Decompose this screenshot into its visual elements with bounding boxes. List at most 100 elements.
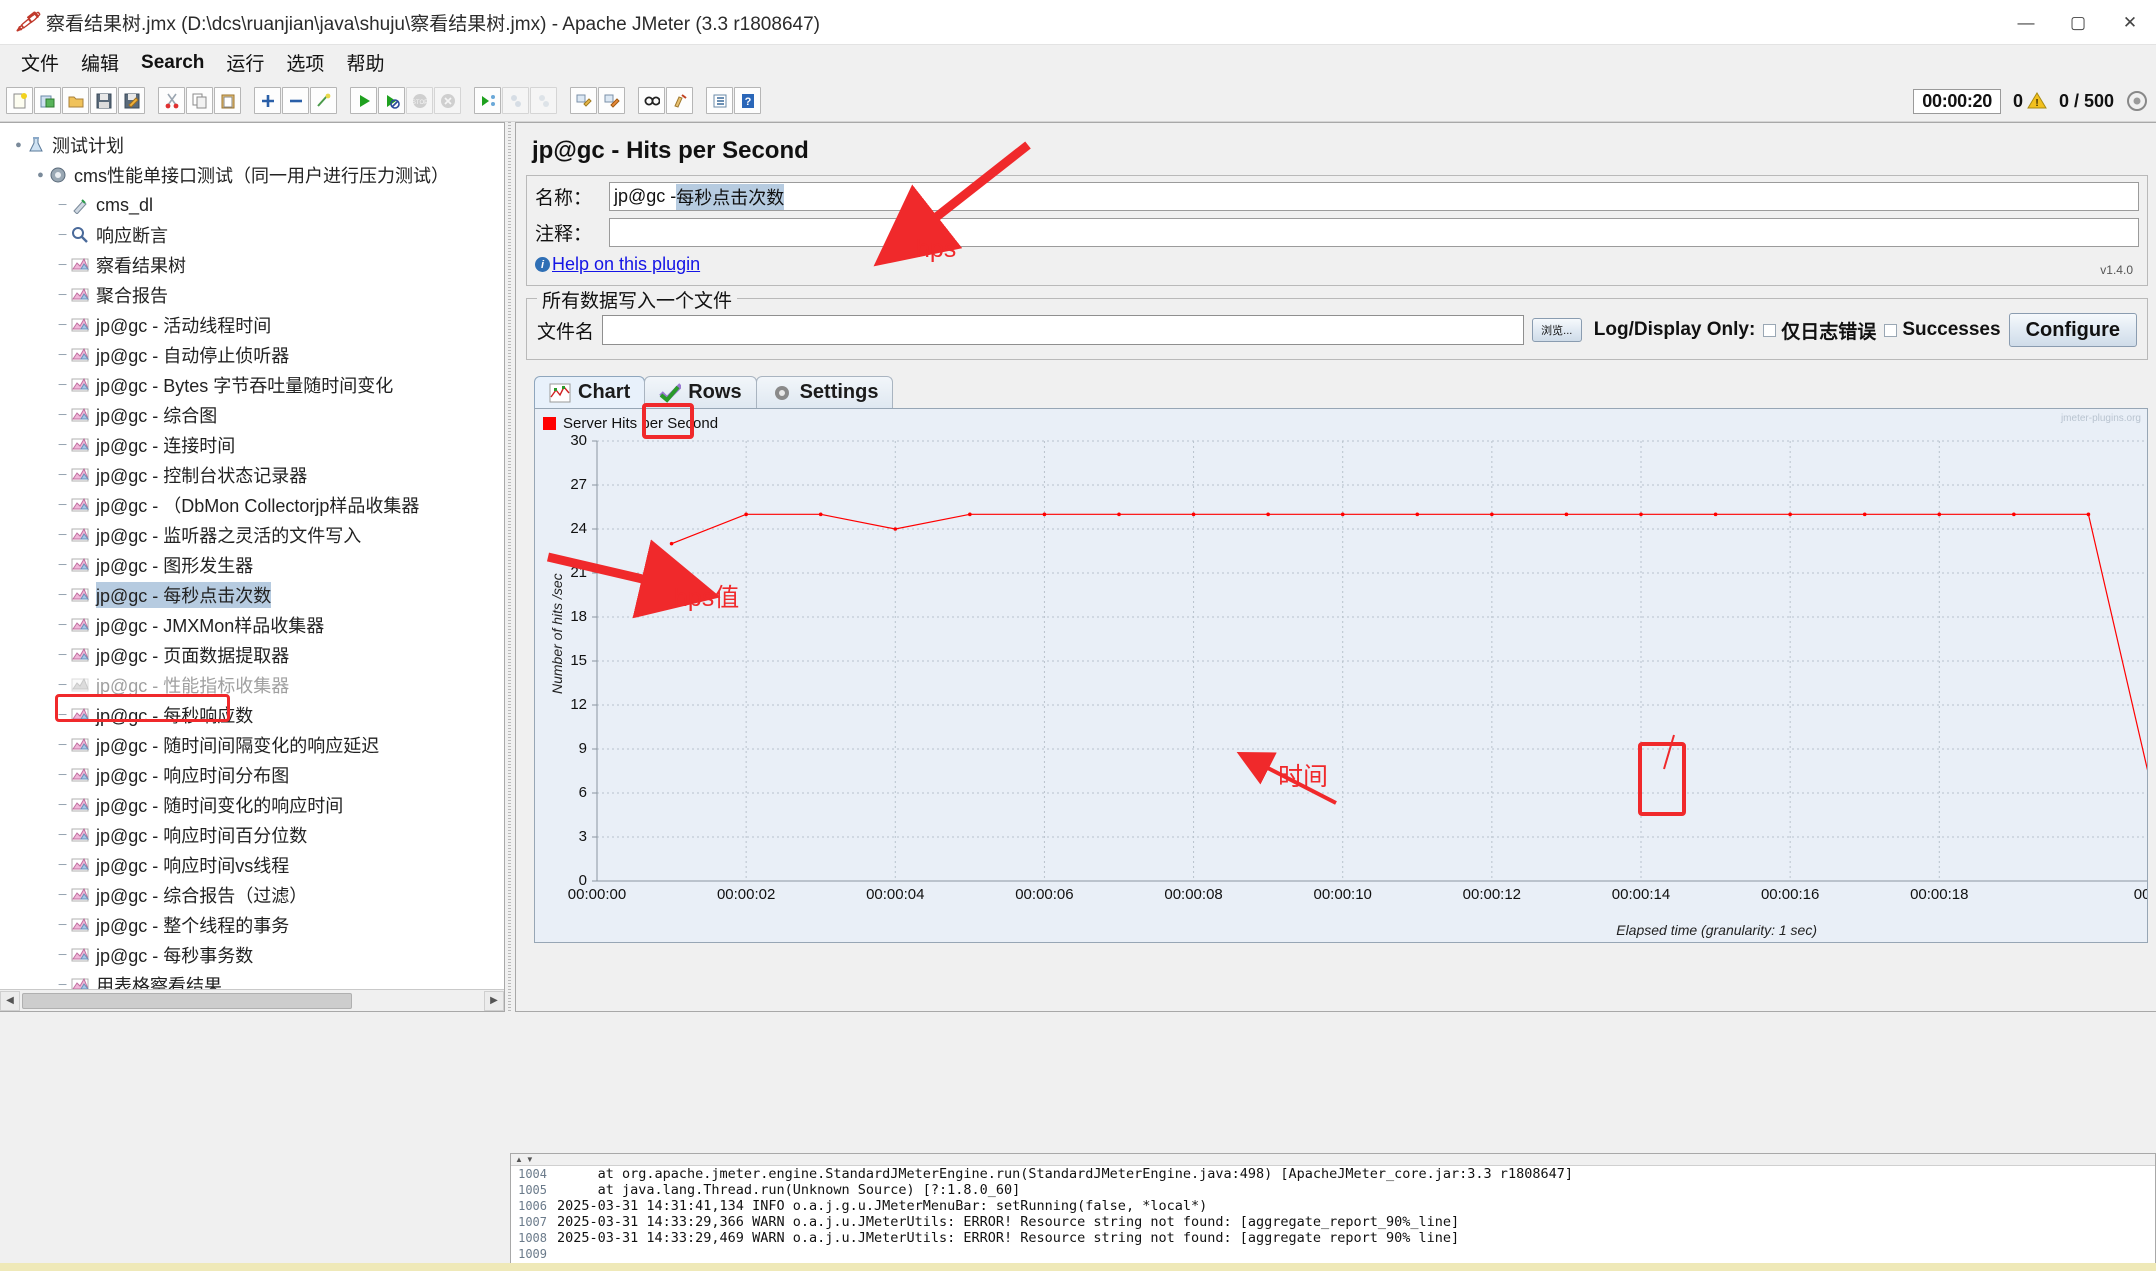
tree-expand-knob[interactable]: ● (15, 138, 22, 151)
tree-item-3[interactable]: ─ 响应断言 (0, 220, 504, 250)
chart-watermark: jmeter-plugins.org (2060, 413, 2141, 424)
save-button[interactable] (90, 87, 117, 114)
tree-item-8[interactable]: ─ jp@gc - Bytes 字节吞吐量随时间变化 (0, 370, 504, 400)
save-as-button[interactable] (118, 87, 145, 114)
start-remote-button[interactable] (474, 87, 501, 114)
tree-item-24[interactable]: ─ jp@gc - 响应时间vs线程 (0, 850, 504, 880)
close-button[interactable]: ✕ (2122, 12, 2138, 32)
tree-branch-line: ─ (58, 258, 67, 271)
tree-item-0[interactable]: ● 测试计划 (0, 130, 504, 160)
tree-item-10[interactable]: ─ jp@gc - 连接时间 (0, 430, 504, 460)
menu-help[interactable]: 帮助 (346, 54, 385, 75)
copy-button[interactable] (186, 87, 213, 114)
expand-all-button[interactable] (254, 87, 281, 114)
hits-per-second-chart[interactable]: Server Hits per Second jmeter-plugins.or… (534, 408, 2148, 943)
browse-button[interactable]: 浏览... (1531, 318, 1582, 342)
tree-item-13[interactable]: ─ jp@gc - 监听器之灵活的文件写入 (0, 520, 504, 550)
configure-button[interactable]: Configure (2008, 313, 2137, 347)
tree-item-5[interactable]: ─ 聚合报告 (0, 280, 504, 310)
new-button[interactable] (6, 87, 33, 114)
warning-count[interactable]: 0 ! (2013, 91, 2047, 112)
help-plugin-link[interactable]: Help on this plugin (552, 254, 701, 274)
test-plan-tree-panel[interactable]: ● 测试计划 ● cms性能单接口测试（同一用户进行压力测试） ─ cms_dl ─ 响应断言… (0, 122, 505, 1012)
cut-button[interactable] (158, 87, 185, 114)
paste-button[interactable] (214, 87, 241, 114)
comment-input[interactable] (609, 218, 2139, 247)
tree-item-label: jp@gc - 每秒事务数 (96, 946, 254, 966)
stop-button[interactable]: STOP (406, 87, 433, 114)
tree-item-15[interactable]: ─ jp@gc - 每秒点击次数 (0, 580, 504, 610)
menu-run[interactable]: 运行 (226, 54, 265, 75)
tab-chart[interactable]: Chart (534, 376, 646, 408)
tree-item-1[interactable]: ● cms性能单接口测试（同一用户进行压力测试） (0, 160, 504, 190)
stop-remote-button[interactable] (502, 87, 529, 114)
gear-icon (771, 383, 793, 403)
console-line: 1007 2025-03-31 14:33:29,366 WARN o.a.j.u… (511, 1214, 2155, 1230)
console-expand-icon[interactable]: ▼ (525, 1155, 534, 1164)
clear-all-button[interactable] (598, 87, 625, 114)
menu-file[interactable]: 文件 (21, 54, 60, 75)
tree-item-14[interactable]: ─ jp@gc - 图形发生器 (0, 550, 504, 580)
tab-rows[interactable]: Rows (644, 376, 757, 408)
tree-horizontal-scrollbar[interactable]: ◀ ▶ (0, 989, 504, 1011)
successes-checkbox-box[interactable] (1884, 323, 1898, 337)
start-no-pauses-button[interactable] (378, 87, 405, 114)
shutdown-remote-button[interactable] (530, 87, 557, 114)
tree-item-7[interactable]: ─ jp@gc - 自动停止侦听器 (0, 340, 504, 370)
tree-item-21[interactable]: ─ jp@gc - 响应时间分布图 (0, 760, 504, 790)
errors-only-checkbox-box[interactable] (1763, 323, 1777, 337)
reset-search-button[interactable] (666, 87, 693, 114)
tree-item-4[interactable]: ─ 察看结果树 (0, 250, 504, 280)
function-helper-button[interactable] (706, 87, 733, 114)
panel-splitter[interactable] (505, 122, 515, 1012)
search-button[interactable] (638, 87, 665, 114)
tree-item-23[interactable]: ─ jp@gc - 响应时间百分位数 (0, 820, 504, 850)
tree-item-26[interactable]: ─ jp@gc - 整个线程的事务 (0, 910, 504, 940)
console-collapse-icon[interactable]: ▲ (515, 1155, 523, 1164)
tree-item-20[interactable]: ─ jp@gc - 随时间间隔变化的响应延迟 (0, 730, 504, 760)
tree-item-2[interactable]: ─ cms_dl (0, 190, 504, 220)
scroll-right-arrow[interactable]: ▶ (484, 990, 504, 1011)
tree-item-16[interactable]: ─ jp@gc - JMXMon样品收集器 (0, 610, 504, 640)
scrollbar-thumb[interactable] (22, 992, 352, 1009)
errors-only-checkbox[interactable]: 仅日志错误 (1763, 317, 1876, 344)
shutdown-button[interactable] (434, 87, 461, 114)
info-icon: i (535, 257, 550, 272)
menu-search[interactable]: Search (141, 51, 205, 73)
tree-item-18[interactable]: ─ jp@gc - 性能指标收集器 (0, 670, 504, 700)
tree-item-27[interactable]: ─ jp@gc - 每秒事务数 (0, 940, 504, 970)
tree-item-22[interactable]: ─ jp@gc - 随时间变化的响应时间 (0, 790, 504, 820)
successes-checkbox[interactable]: Successes (1884, 319, 2001, 341)
menu-options[interactable]: 选项 (286, 54, 325, 75)
tree-item-25[interactable]: ─ jp@gc - 综合报告（过滤） (0, 880, 504, 910)
chart-y-tick: 12 (570, 696, 587, 713)
tree-branch-line: ─ (58, 588, 67, 601)
menu-edit[interactable]: 编辑 (81, 54, 120, 75)
collapse-all-button[interactable] (282, 87, 309, 114)
threads-gauge-icon (2127, 91, 2147, 111)
tree-item-19[interactable]: ─ jp@gc - 每秒响应数 (0, 700, 504, 730)
open-button[interactable] (62, 87, 89, 114)
start-button[interactable] (350, 87, 377, 114)
tree-item-12[interactable]: ─ jp@gc - （DbMon Collectorjp样品收集器 (0, 490, 504, 520)
tab-settings[interactable]: Settings (755, 376, 894, 408)
tree-expand-knob[interactable]: ● (37, 168, 44, 181)
listener-icon (69, 315, 91, 335)
listener-icon (69, 735, 91, 755)
filename-input[interactable] (602, 315, 1524, 345)
clear-button[interactable] (570, 87, 597, 114)
scroll-left-arrow[interactable]: ◀ (0, 990, 20, 1011)
tree-item-17[interactable]: ─ jp@gc - 页面数据提取器 (0, 640, 504, 670)
help-button[interactable]: ? (734, 87, 761, 114)
tree-item-6[interactable]: ─ jp@gc - 活动线程时间 (0, 310, 504, 340)
name-input[interactable]: jp@gc - 每秒点击次数 (609, 182, 2139, 211)
tree-item-9[interactable]: ─ jp@gc - 综合图 (0, 400, 504, 430)
log-console[interactable]: ▲ ▼ 1004 at org.apache.jmeter.engine.Sta… (510, 1153, 2156, 1271)
minimize-button[interactable]: — (2017, 12, 2035, 32)
tree-item-11[interactable]: ─ jp@gc - 控制台状态记录器 (0, 460, 504, 490)
console-line-number: 1004 (518, 1167, 547, 1181)
templates-button[interactable] (34, 87, 61, 114)
maximize-button[interactable]: ▢ (2069, 12, 2087, 32)
console-resize-handle[interactable]: ▲ ▼ (511, 1154, 2155, 1166)
toggle-button[interactable] (310, 87, 337, 114)
